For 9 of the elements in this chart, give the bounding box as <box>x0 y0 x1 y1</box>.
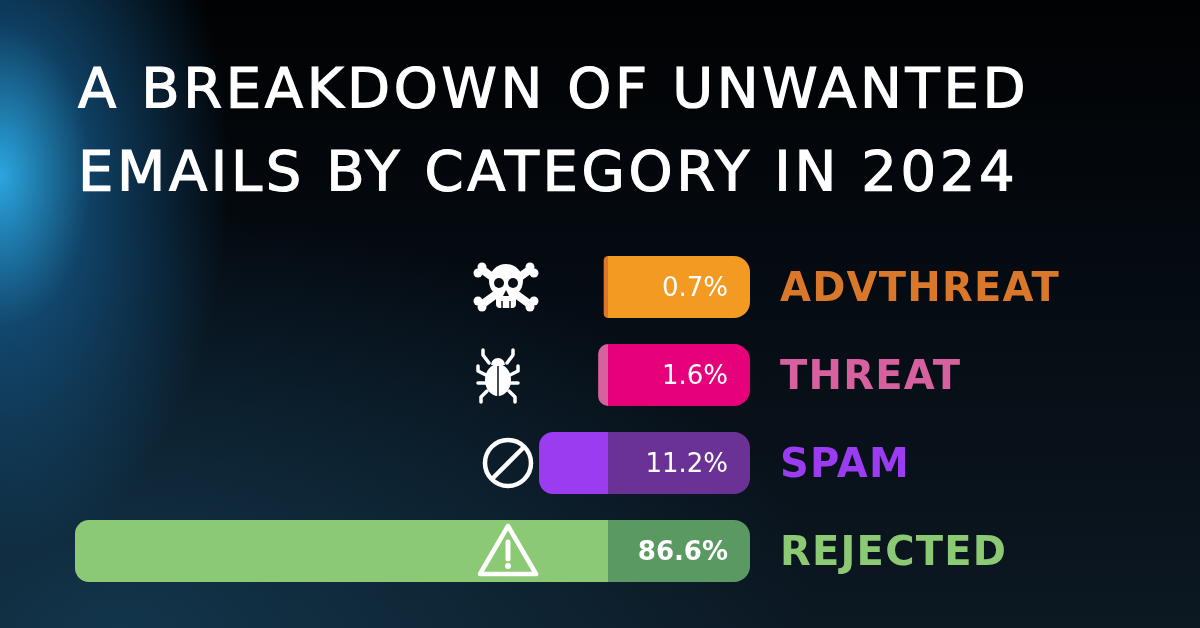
data-label: 86.6% <box>637 536 728 567</box>
data-label: 0.7% <box>661 272 728 303</box>
data-label: 1.6% <box>661 360 728 391</box>
y-tick-label: ADVTHREAT <box>780 264 1060 311</box>
data-label: 11.2% <box>645 448 728 479</box>
y-tick-label: THREAT <box>780 352 962 399</box>
y-tick-label: SPAM <box>780 440 911 487</box>
y-tick-label: REJECTED <box>780 528 1008 575</box>
chart-title: A BREAKDOWN OF UNWANTED EMAILS BY CATEGORY IN 2024 <box>78 55 1030 203</box>
